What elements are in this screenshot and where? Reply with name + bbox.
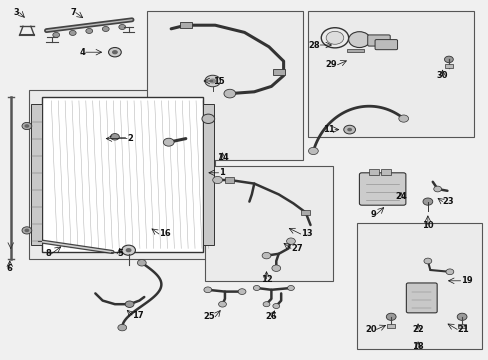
Text: 19: 19 bbox=[460, 276, 471, 285]
Circle shape bbox=[212, 176, 222, 184]
FancyBboxPatch shape bbox=[374, 40, 397, 50]
Circle shape bbox=[204, 75, 220, 87]
Text: 13: 13 bbox=[300, 230, 312, 239]
Bar bbox=[146, 11, 303, 160]
Circle shape bbox=[22, 227, 32, 234]
Text: 23: 23 bbox=[442, 197, 453, 206]
Text: 7: 7 bbox=[70, 8, 76, 17]
Text: 25: 25 bbox=[203, 312, 215, 321]
Bar bbox=[457, 324, 465, 328]
Circle shape bbox=[346, 128, 351, 131]
FancyBboxPatch shape bbox=[406, 283, 436, 313]
Bar bbox=[356, 223, 481, 349]
Circle shape bbox=[122, 245, 135, 255]
Bar bbox=[41, 97, 203, 252]
Circle shape bbox=[118, 324, 126, 331]
Text: 27: 27 bbox=[290, 244, 302, 253]
Circle shape bbox=[433, 186, 441, 192]
Bar bbox=[272, 69, 284, 75]
Circle shape bbox=[271, 265, 280, 271]
Circle shape bbox=[444, 56, 452, 63]
Circle shape bbox=[423, 258, 431, 264]
Text: 9: 9 bbox=[370, 210, 376, 219]
Text: 17: 17 bbox=[132, 310, 143, 320]
Circle shape bbox=[22, 122, 32, 130]
Circle shape bbox=[445, 269, 453, 275]
Bar bbox=[31, 104, 41, 245]
Circle shape bbox=[238, 289, 245, 294]
Circle shape bbox=[253, 285, 260, 291]
Text: 4: 4 bbox=[80, 48, 85, 57]
Circle shape bbox=[69, 31, 76, 35]
Circle shape bbox=[108, 48, 121, 57]
Circle shape bbox=[348, 32, 369, 48]
Bar bbox=[301, 210, 309, 215]
Text: 10: 10 bbox=[421, 220, 433, 230]
Text: 16: 16 bbox=[159, 230, 170, 239]
Text: 6: 6 bbox=[7, 264, 13, 273]
Text: 29: 29 bbox=[325, 60, 337, 69]
Circle shape bbox=[224, 89, 235, 98]
Bar bbox=[368, 169, 378, 175]
Text: 5: 5 bbox=[117, 249, 122, 258]
Text: 2: 2 bbox=[127, 134, 133, 143]
Bar bbox=[307, 11, 473, 137]
Circle shape bbox=[125, 248, 131, 252]
Circle shape bbox=[209, 78, 216, 84]
Bar bbox=[346, 49, 364, 52]
Circle shape bbox=[263, 302, 269, 307]
Bar bbox=[41, 97, 203, 252]
Circle shape bbox=[262, 252, 270, 259]
Circle shape bbox=[125, 301, 134, 307]
Text: 26: 26 bbox=[265, 312, 277, 321]
Circle shape bbox=[287, 285, 294, 291]
Circle shape bbox=[398, 115, 408, 122]
Text: 22: 22 bbox=[411, 325, 423, 334]
Circle shape bbox=[325, 31, 343, 44]
Circle shape bbox=[102, 27, 109, 31]
Bar bbox=[203, 104, 213, 245]
Circle shape bbox=[386, 313, 395, 320]
Bar bbox=[444, 64, 452, 68]
Text: 21: 21 bbox=[456, 325, 468, 334]
Circle shape bbox=[110, 134, 119, 140]
FancyBboxPatch shape bbox=[367, 35, 389, 46]
Circle shape bbox=[456, 313, 466, 320]
FancyBboxPatch shape bbox=[359, 173, 405, 205]
Text: 3: 3 bbox=[14, 8, 20, 17]
Bar bbox=[386, 324, 394, 328]
Text: 11: 11 bbox=[323, 125, 334, 134]
Circle shape bbox=[272, 303, 279, 309]
Circle shape bbox=[422, 198, 432, 205]
Bar bbox=[180, 22, 191, 28]
Text: 8: 8 bbox=[45, 249, 51, 258]
Circle shape bbox=[308, 147, 318, 154]
Text: 20: 20 bbox=[364, 325, 376, 334]
Bar bbox=[205, 166, 332, 281]
Text: 14: 14 bbox=[216, 153, 228, 162]
Circle shape bbox=[218, 301, 226, 307]
Circle shape bbox=[24, 229, 29, 232]
Circle shape bbox=[203, 287, 211, 293]
Circle shape bbox=[343, 125, 355, 134]
Circle shape bbox=[86, 28, 93, 33]
Text: 1: 1 bbox=[218, 168, 224, 177]
Bar bbox=[381, 169, 390, 175]
Circle shape bbox=[24, 124, 29, 128]
Circle shape bbox=[286, 238, 295, 244]
Text: 12: 12 bbox=[260, 274, 272, 284]
Bar bbox=[29, 90, 215, 259]
Circle shape bbox=[137, 260, 146, 266]
Bar bbox=[225, 177, 234, 183]
Circle shape bbox=[119, 24, 125, 30]
Text: 15: 15 bbox=[212, 77, 224, 85]
Circle shape bbox=[53, 32, 60, 37]
Text: 24: 24 bbox=[394, 192, 406, 201]
Circle shape bbox=[163, 138, 174, 146]
Circle shape bbox=[202, 114, 214, 123]
Text: 18: 18 bbox=[411, 342, 423, 351]
Text: 28: 28 bbox=[308, 40, 320, 49]
Circle shape bbox=[112, 50, 118, 54]
Text: 30: 30 bbox=[436, 71, 447, 80]
